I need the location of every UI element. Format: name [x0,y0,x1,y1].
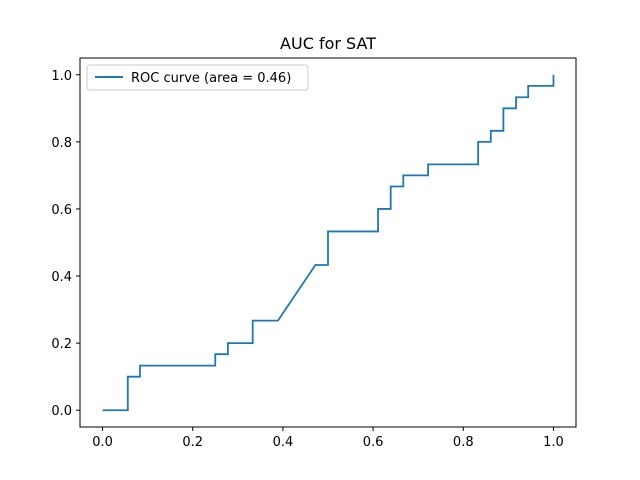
y-tick-label: 0.8 [51,136,72,151]
x-tick-label: 0.2 [182,435,203,450]
y-tick-label: 0.0 [51,404,72,419]
chart-title: AUC for SAT [280,34,376,53]
y-tick-label: 0.4 [51,270,72,285]
y-tick-label: 1.0 [51,69,72,84]
plot-frame [79,57,577,428]
plot-area [102,74,555,412]
x-tick-label: 0.8 [453,435,474,450]
roc-curve-line [102,74,555,412]
x-tick-label: 0.6 [363,435,384,450]
legend-box [86,64,309,91]
x-tick-label: 0.4 [273,435,294,450]
axes: 0.0 0.2 0.4 0.6 0.8 1.0 0.0 0.2 0.4 0.6 0.8 1.0 [51,69,563,450]
y-tick-label: 0.6 [51,203,72,218]
legend-label: ROC curve (area = 0.46) [131,71,291,86]
legend: ROC curve (area = 0.46) [86,64,309,91]
x-tick-label: 0.0 [92,435,113,450]
y-tick-label: 0.2 [51,337,72,352]
x-tick-label: 1.0 [543,435,564,450]
